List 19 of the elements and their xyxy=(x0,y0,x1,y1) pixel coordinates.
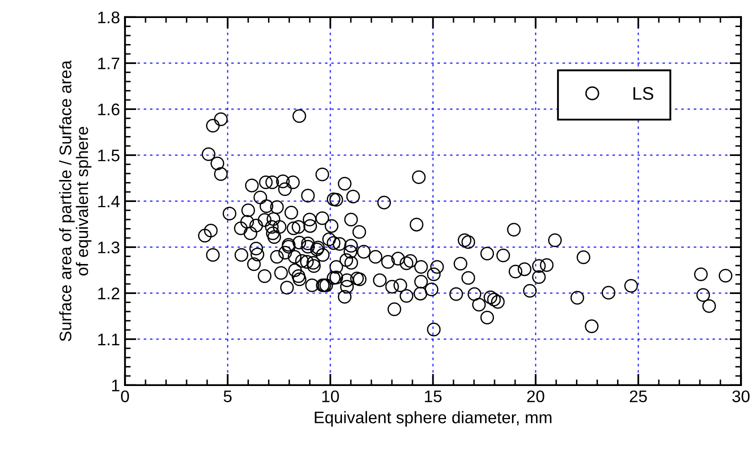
y-tick-label: 1.4 xyxy=(98,196,120,208)
y-tick-label: 1.3 xyxy=(98,242,120,254)
y-tick-label: 1 xyxy=(112,380,120,392)
x-tick-label: 20 xyxy=(527,390,544,402)
y-axis-title: Surface area of particle / Surface area of equivalent sphere xyxy=(59,60,92,342)
x-tick-label: 5 xyxy=(224,390,232,402)
legend-label: LS xyxy=(633,87,654,100)
y-tick-label: 1.5 xyxy=(98,150,120,162)
x-axis-title: Equivalent sphere diameter, mm xyxy=(314,411,552,427)
y-tick-label: 1.1 xyxy=(98,334,120,346)
y-tick-label: 1.6 xyxy=(98,104,120,116)
x-tick-label: 30 xyxy=(732,390,750,402)
x-tick-label: 10 xyxy=(322,390,339,402)
y-tick-label: 1.2 xyxy=(98,288,120,300)
y-tick-label: 1.7 xyxy=(98,58,120,70)
x-tick-label: 0 xyxy=(121,390,129,402)
x-tick-label: 25 xyxy=(630,390,647,402)
x-tick-label: 15 xyxy=(424,390,442,402)
y-tick-label: 1.8 xyxy=(98,12,120,24)
